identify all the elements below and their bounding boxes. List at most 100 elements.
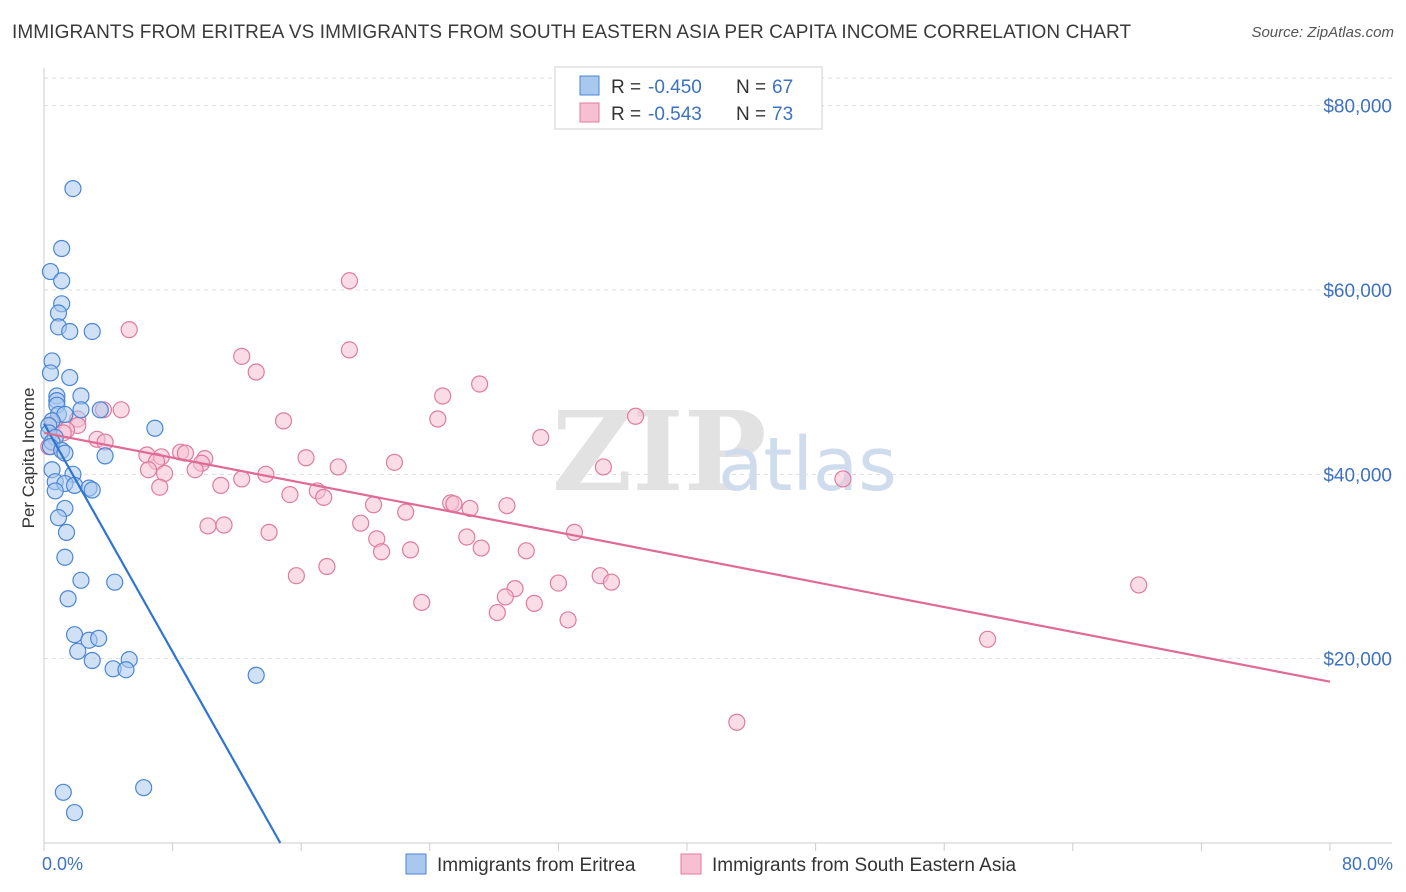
legend-n-value-sea: 73 <box>772 104 793 125</box>
sea-point-60 <box>318 557 336 576</box>
sea-point-5 <box>471 375 489 393</box>
sea-point-30 <box>139 461 158 479</box>
eritrea-point-0 <box>64 180 82 198</box>
sea-point-12 <box>429 410 447 428</box>
y-tick-label-0: $20,000 <box>1323 650 1392 671</box>
legend-swatch-sea <box>579 102 600 123</box>
sea-point-37 <box>834 470 852 488</box>
watermark: ZIP atlas <box>552 387 897 516</box>
sea-point-67 <box>496 588 514 606</box>
sea-point-25 <box>297 449 315 467</box>
sea-point-3 <box>233 347 251 365</box>
bottom-legend-swatch-eritrea <box>405 853 427 875</box>
eritrea-point-44 <box>59 590 77 608</box>
sea-point-32 <box>594 458 613 476</box>
sea-point-72 <box>979 630 997 648</box>
data-points <box>40 180 1148 822</box>
sea-point-52 <box>260 523 278 541</box>
sea-point-70 <box>488 603 506 622</box>
sea-point-6 <box>434 387 452 405</box>
sea-point-65 <box>1130 576 1148 594</box>
eritrea-point-43 <box>106 573 124 591</box>
eritrea-point-40 <box>57 523 76 541</box>
legend-n-label-eritrea: N = <box>736 77 766 98</box>
bottom-legend-label-sea: Immigrants from South Eastern Asia <box>712 855 1017 876</box>
y-axis-label: Per Capita Income <box>19 388 38 529</box>
x-tick-label-0: 0.0% <box>42 854 83 874</box>
sea-point-28 <box>385 453 404 471</box>
sea-point-50 <box>199 517 217 535</box>
eritrea-point-11 <box>61 368 79 387</box>
legend-n-value-eritrea: 67 <box>772 77 793 98</box>
sea-point-54 <box>458 528 476 546</box>
sea-point-68 <box>413 593 431 612</box>
sea-point-63 <box>602 573 621 591</box>
sea-point-46 <box>364 496 383 514</box>
sea-point-36 <box>233 470 251 488</box>
eritrea-point-22 <box>146 419 164 437</box>
sea-point-56 <box>472 539 490 557</box>
sea-point-0 <box>340 272 359 290</box>
sea-point-73 <box>728 713 746 731</box>
eritrea-point-37 <box>46 482 64 500</box>
axes <box>43 68 1392 851</box>
sea-point-53 <box>565 523 584 541</box>
sea-point-58 <box>401 541 420 559</box>
sea-point-4 <box>247 363 265 381</box>
eritrea-point-8 <box>83 322 101 341</box>
eritrea-point-3 <box>53 272 71 290</box>
legend: R = -0.450 N = 67 R = -0.543 N = 73 <box>554 66 823 130</box>
y-tick-label-1: $40,000 <box>1323 465 1392 486</box>
eritrea-point-42 <box>72 571 90 589</box>
tick-labels: $20,000 $40,000 $60,000 $80,000 0.0% 80.0% <box>42 97 1393 874</box>
sea-point-69 <box>525 594 543 612</box>
trendlines <box>43 423 1331 844</box>
legend-r-label-sea: R = <box>611 104 641 125</box>
legend-n-label-sea: N = <box>736 104 766 125</box>
sea-point-59 <box>517 542 535 560</box>
sea-point-71 <box>559 611 577 629</box>
legend-r-label-eritrea: R = <box>611 77 641 98</box>
sea-point-44 <box>445 495 463 513</box>
sea-point-1 <box>120 321 138 339</box>
bottom-legend: Immigrants from Eritrea Immigrants from … <box>405 853 1017 876</box>
eritrea-point-54 <box>54 783 72 801</box>
source-credit: Source: ZipAtlas.com <box>1251 24 1394 41</box>
eritrea-point-10 <box>41 364 60 382</box>
watermark-atlas: atlas <box>718 422 897 508</box>
eritrea-point-2 <box>41 262 60 281</box>
sea-point-42 <box>315 488 333 506</box>
sea-point-2 <box>340 341 359 359</box>
eritrea-point-1 <box>53 239 71 258</box>
sea-point-9 <box>626 407 645 425</box>
eritrea-point-17 <box>91 401 109 419</box>
legend-swatch-eritrea <box>579 75 600 96</box>
sea-trendline <box>43 431 1331 683</box>
sea-point-51 <box>215 516 233 534</box>
sea-point-57 <box>372 543 391 561</box>
bottom-legend-label-eritrea: Immigrants from Eritrea <box>437 855 636 876</box>
x-tick-label-1: 80.0% <box>1342 854 1393 874</box>
sea-point-17 <box>532 428 550 447</box>
sea-point-61 <box>287 567 305 585</box>
sea-point-41 <box>281 486 299 504</box>
sea-point-45 <box>498 497 516 515</box>
eritrea-point-7 <box>61 322 79 341</box>
eritrea-point-53 <box>247 666 265 684</box>
sea-point-38 <box>212 476 230 494</box>
chart-title: IMMIGRANTS FROM ERITREA VS IMMIGRANTS FR… <box>12 22 1132 43</box>
eritrea-point-52 <box>117 661 135 679</box>
eritrea-point-55 <box>135 779 153 797</box>
y-tick-label-3: $80,000 <box>1323 97 1392 118</box>
legend-r-value-eritrea: -0.450 <box>648 77 702 98</box>
sea-point-48 <box>397 503 415 521</box>
sea-point-8 <box>112 401 130 419</box>
eritrea-point-45 <box>65 626 84 644</box>
eritrea-point-41 <box>56 548 74 566</box>
sea-point-47 <box>461 499 479 518</box>
legend-r-value-sea: -0.543 <box>648 104 702 125</box>
watermark-zip: ZIP <box>552 387 766 516</box>
eritrea-point-56 <box>65 803 84 822</box>
eritrea-point-39 <box>49 509 68 527</box>
